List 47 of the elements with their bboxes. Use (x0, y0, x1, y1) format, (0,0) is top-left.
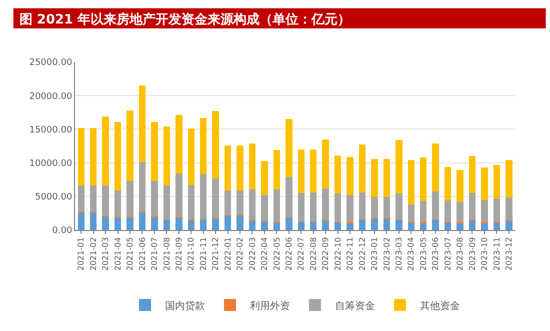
x-tick-label: 2023-02 (382, 237, 392, 271)
x-tick-label: 2023-05 (418, 237, 428, 271)
x-tick-label: 2023-09 (468, 237, 477, 271)
x-tick-label: 2021-10 (186, 237, 196, 271)
x-tick-label: 2022-09 (321, 237, 330, 271)
x-tick-label: 2022-08 (308, 237, 318, 271)
x-tick-label: 2022-12 (358, 237, 367, 271)
legend-label: 自筹资金 (335, 300, 375, 312)
x-tick-label: 2023-07 (443, 237, 452, 271)
x-tick-label: 2021-12 (211, 237, 220, 271)
x-tick-label: 2021-09 (174, 237, 184, 271)
x-tick-label: 2021-04 (113, 237, 122, 271)
x-tick-label: 2023-01 (370, 237, 380, 271)
x-tick-label: 2021-11 (198, 237, 208, 271)
chart-title: 图 2021 年以来房地产开发资金来源构成（单位：亿元） (19, 11, 351, 28)
x-tick-label: 2021-02 (88, 237, 98, 271)
x-tick-label: 2022-11 (346, 237, 355, 271)
x-tick-label: 2022-06 (284, 237, 294, 271)
x-tick-label: 2023-11 (492, 237, 502, 271)
x-tick-label: 2021-03 (101, 237, 110, 271)
legend-label: 其他资金 (420, 300, 460, 312)
x-tick-label: 2022-03 (248, 237, 257, 271)
x-tick-label: 2023-10 (480, 237, 490, 271)
legend-label: 利用外资 (250, 300, 290, 312)
x-tick-label: 2022-05 (272, 237, 282, 271)
x-tick-label: 2023-04 (406, 237, 416, 271)
y-tick-label: 15000.00 (29, 125, 72, 136)
x-tick-label: 2023-08 (456, 237, 465, 271)
y-tick-label: 10000.00 (29, 158, 72, 169)
x-tick-label: 2021-08 (162, 237, 172, 271)
x-tick-label: 2021-07 (150, 237, 160, 271)
x-tick-label: 2022-01 (223, 237, 232, 271)
y-tick-label: 0.00 (52, 226, 72, 236)
legend-label: 国内贷款 (165, 300, 205, 312)
x-tick-label: 2023-03 (394, 237, 404, 271)
x-tick-label: 2022-04 (260, 237, 270, 271)
x-tick-label: 2021-06 (138, 237, 147, 271)
x-tick-label: 2023-12 (504, 237, 514, 271)
x-tick-label: 2021-01 (76, 237, 86, 271)
x-tick-label: 2022-10 (333, 237, 342, 271)
y-tick-label: 25000.00 (29, 58, 72, 68)
y-tick-label: 5000.00 (34, 192, 72, 203)
y-tick-label: 20000.00 (29, 92, 72, 102)
x-tick-label: 2022-02 (236, 237, 245, 271)
x-tick-label: 2022-07 (296, 237, 306, 271)
x-tick-label: 2021-05 (126, 237, 135, 271)
x-tick-label: 2023-06 (431, 237, 440, 271)
